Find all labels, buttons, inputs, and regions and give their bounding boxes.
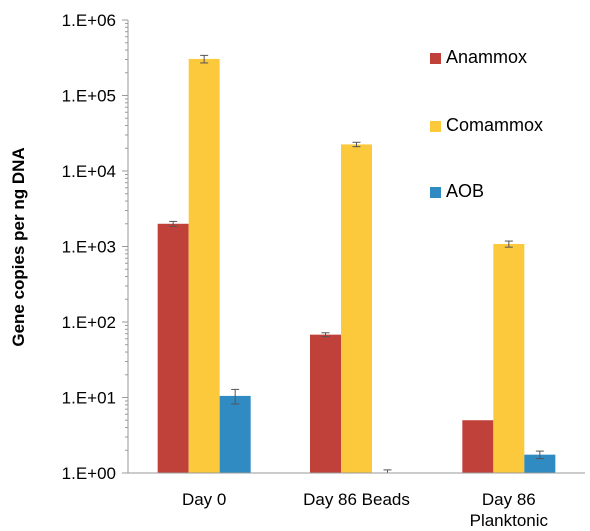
y-tick-label: 1.E+04 [62, 162, 116, 181]
y-tick-label: 1.E+01 [62, 389, 116, 408]
y-tick-label: 1.E+03 [62, 238, 116, 257]
bar-aob-0 [219, 395, 251, 473]
y-axis-title: Gene copies per ng DNA [9, 147, 28, 346]
x-category-label: Day 86 Beads [303, 490, 410, 509]
legend: Anammox Comammox AOB [430, 47, 543, 201]
bar-anammox-0 [157, 223, 189, 473]
axes: 1.E+00 1.E+01 1.E+02 1.E+03 1.E+04 1.E+05 1.E+… [62, 11, 585, 530]
legend-swatch-comammox [430, 121, 441, 132]
y-tick-label: 1.E+00 [62, 464, 116, 483]
bar-anammox-1 [310, 334, 341, 473]
y-tick-label: 1.E+02 [62, 313, 116, 332]
x-category-label: Day 86 [482, 490, 536, 509]
legend-label-anammox: Anammox [446, 47, 527, 67]
legend-label-comammox: Comammox [446, 115, 543, 135]
legend-label-aob: AOB [446, 181, 484, 201]
bar-comammox-2 [493, 243, 525, 473]
x-category-label: Planktonic [470, 511, 549, 530]
legend-swatch-aob [430, 187, 441, 198]
bar-anammox-2 [462, 420, 494, 473]
x-category-label: Day 0 [182, 490, 226, 509]
legend-swatch-anammox [430, 53, 441, 64]
y-tick-label: 1.E+06 [62, 11, 116, 30]
bars-layer [157, 58, 556, 473]
bar-comammox-1 [341, 144, 372, 473]
error-bars-layer [169, 54, 544, 474]
y-tick-label: 1.E+05 [62, 87, 116, 106]
bar-comammox-0 [188, 58, 220, 473]
bar-aob-2 [524, 454, 556, 473]
